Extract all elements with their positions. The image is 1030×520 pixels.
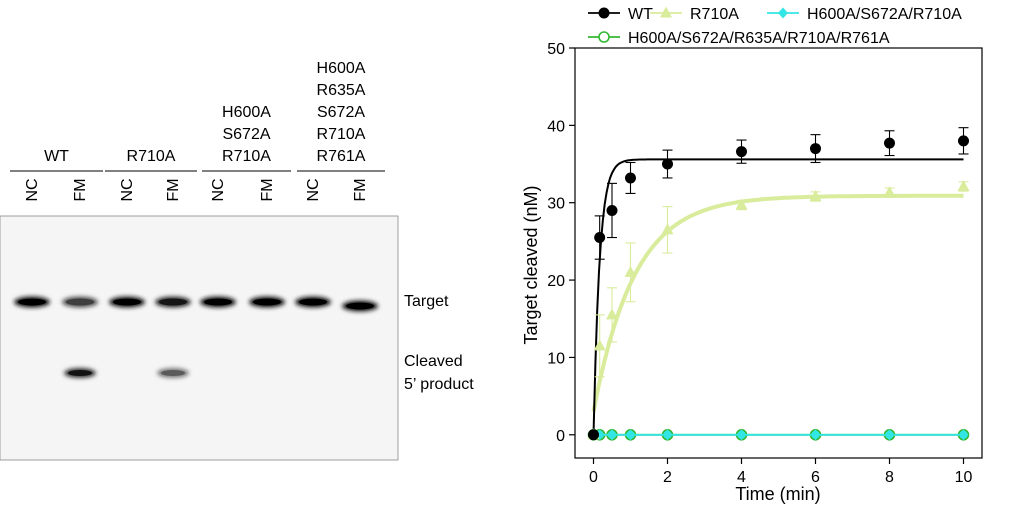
data-point [884,137,895,149]
legend-label: H600A/S672A/R710A [807,6,962,23]
group-label: R635A [317,82,366,99]
group-label: R710A [222,148,271,165]
target-band-core [66,298,94,306]
group-label: S672A [317,104,365,121]
lane-label: FM [352,178,369,201]
group-label: H600A [317,60,366,77]
target-band-core [18,298,46,306]
group-label: R710A [127,148,176,165]
legend-item: WT [588,6,653,23]
x-tick-label: 6 [811,469,820,486]
lane-label: NC [119,178,136,201]
legend-label: R710A [690,6,739,23]
plot-frame [574,47,983,459]
data-point [884,429,895,441]
data-series [587,127,970,441]
data-point [736,146,747,158]
cleaved-band-label: Cleaved [404,353,463,370]
data-point [809,190,822,202]
fit-curve [591,193,964,412]
target-band-core [346,302,374,310]
data-point [810,143,821,155]
cleaved-band-label-line2: 5’ product [404,376,474,393]
data-point [735,198,748,210]
data-point [958,429,969,441]
lane-label: NC [305,178,322,201]
series-h600a-s672a-r710a [588,429,969,441]
data-point [598,7,610,19]
target-band-core [113,298,141,306]
target-band-core [253,298,281,306]
data-point [662,429,673,441]
y-tick-label: 10 [547,350,565,367]
y-tick-label: 0 [556,428,565,445]
y-tick-label: 40 [547,118,565,135]
data-point [662,158,673,170]
x-tick-label: 10 [955,469,973,486]
group-label: WT [44,148,69,165]
data-point [607,429,617,441]
series-wt [588,127,969,441]
fit-curve [592,158,964,435]
product-band-core [68,370,92,376]
data-point [625,429,636,441]
series-r710a [587,179,970,440]
legend-item: H600A/S672A/R710A [767,6,962,23]
data-point [810,429,821,441]
data-point [660,6,672,18]
data-point [594,232,606,244]
y-tick-label: 20 [547,273,565,290]
data-point [661,223,674,235]
data-point [778,7,788,19]
gel-panel: WT R710A H600A S672A R710A H600A R635A S672A R71… [0,60,474,461]
target-band-core [159,298,187,306]
x-tick-label: 0 [589,469,598,486]
legend-item: H600A/S672A/R635A/R710A/R761A [588,30,890,47]
legend-swatch-bg [599,32,609,42]
y-tick-label: 50 [547,41,565,58]
lane-label: FM [72,178,89,201]
data-point [624,265,637,277]
data-point [958,135,969,147]
data-point [606,204,618,216]
x-tick-label: 4 [737,469,746,486]
gel-group-headers: WT R710A H600A S672A R710A H600A R635A S672A R71… [10,60,385,172]
data-point [957,179,970,191]
group-label: R710A [317,126,366,143]
x-tick-label: 8 [885,469,894,486]
lane-label: FM [165,178,182,201]
target-band-core [299,298,327,306]
data-point [883,186,896,198]
target-band-label: Target [404,293,449,310]
lane-label: NC [210,178,227,201]
data-point [606,308,618,320]
chart-legend: WT R710A H600A/S672A/R710A H600A/S672A/R635… [588,6,962,47]
chart-axes: 0 10 20 30 40 50 0 2 4 6 8 10 [547,41,983,486]
data-point [588,429,599,441]
group-label: S672A [222,126,270,143]
product-band-core [161,370,185,376]
data-point [593,339,606,351]
fit-curves [591,158,964,435]
gel-bands [14,296,378,378]
legend-label: H600A/S672A/R635A/R710A/R761A [628,30,890,47]
legend-item: R710A [650,6,739,23]
group-label: H600A [222,104,271,121]
gel-image [0,215,399,461]
y-axis-label: Target cleaved (nM) [521,185,541,344]
legend-label: WT [628,6,653,23]
data-point [736,429,747,441]
target-band-core [204,298,232,306]
group-label: R761A [317,148,366,165]
data-point [625,172,636,184]
lane-label: FM [259,178,276,201]
gel-lane-labels: NC FM NC FM NC FM NC FM [24,178,369,201]
x-tick-label: 2 [663,469,672,486]
data-point [598,31,610,43]
y-tick-label: 30 [547,196,565,213]
kinetics-chart: WT R710A H600A/S672A/R710A H600A/S672A/R635… [521,6,983,504]
x-axis-label: Time (min) [735,484,820,504]
lane-label: NC [24,178,41,201]
